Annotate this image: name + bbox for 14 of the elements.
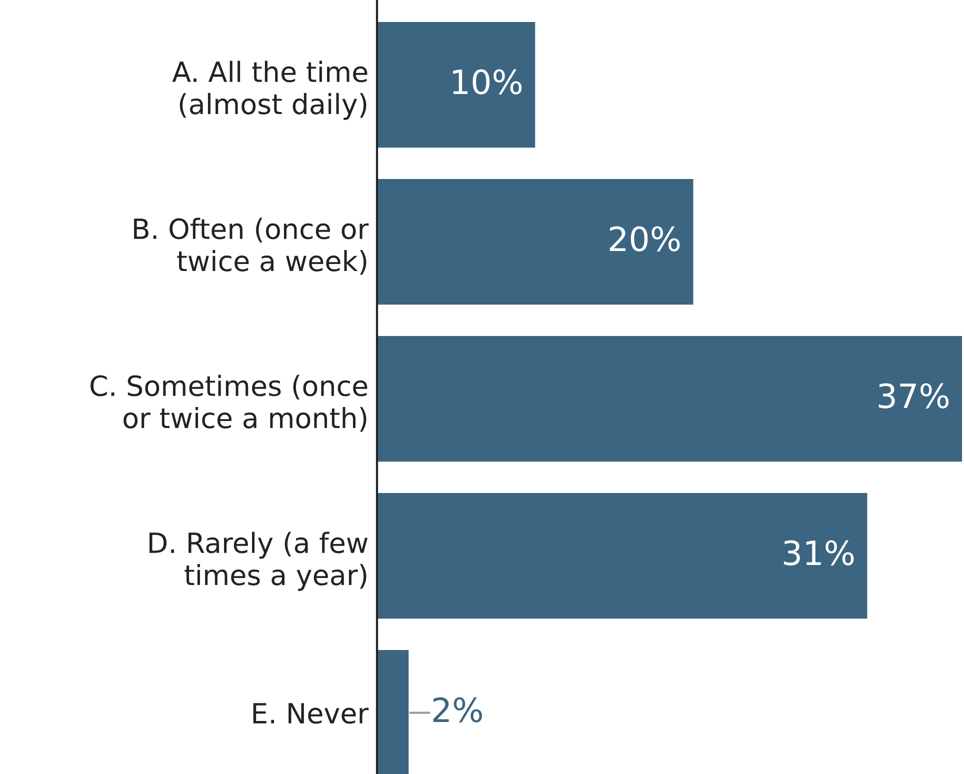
y-tick-label: A. All the time (almost daily) bbox=[172, 60, 368, 120]
y-tick-label: E. Never bbox=[253, 703, 369, 724]
bar bbox=[377, 336, 962, 462]
data-label: 31% bbox=[784, 540, 854, 566]
y-tick-label: D. Rarely (a few times a year) bbox=[150, 532, 368, 591]
y-tick-label: B. Often (once or twice a week) bbox=[134, 218, 369, 275]
data-label: 10% bbox=[453, 69, 522, 94]
bar bbox=[377, 492, 868, 619]
data-label: 20% bbox=[610, 226, 680, 252]
bar bbox=[377, 22, 536, 148]
data-label: 37% bbox=[878, 383, 949, 408]
bar bbox=[377, 178, 694, 305]
data-label: 2% bbox=[433, 697, 482, 722]
y-tick-label: C. Sometimes (once or twice a month) bbox=[90, 374, 368, 432]
